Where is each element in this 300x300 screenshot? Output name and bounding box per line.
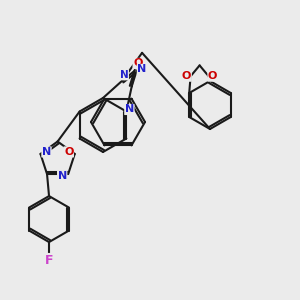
Text: N: N [120,70,128,80]
Text: O: O [182,71,191,81]
Text: N: N [125,104,134,115]
Text: F: F [45,254,53,267]
Text: N: N [42,147,51,157]
Text: O: O [208,71,217,81]
Text: N: N [137,64,147,74]
Text: O: O [64,147,74,157]
Text: O: O [133,58,142,68]
Text: N: N [58,171,67,181]
